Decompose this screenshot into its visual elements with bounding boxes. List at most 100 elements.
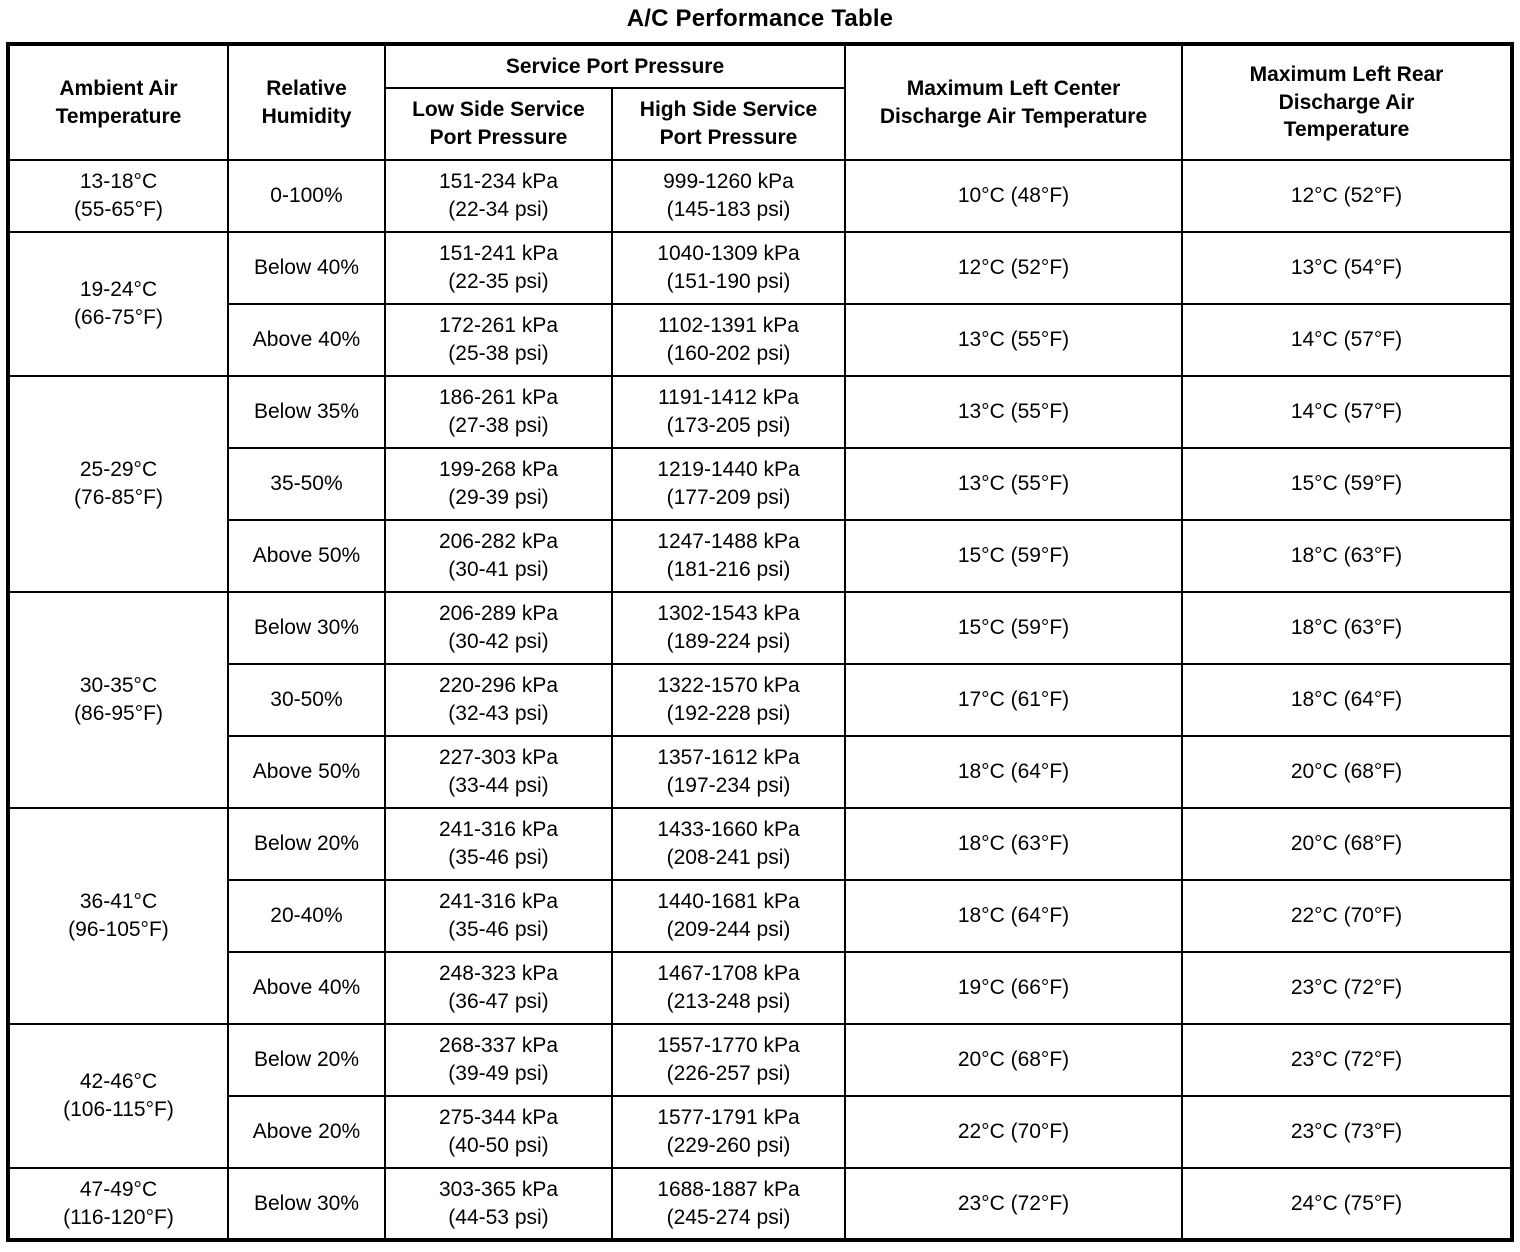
ambient-temperature-cell: 25-29°C (76-85°F) — [6, 375, 229, 593]
header-row-sub: Low Side Service Port Pressure High Side… — [8, 87, 1512, 161]
high-side-pressure-cell: 1191-1412 kPa (173-205 psi) — [610, 375, 847, 449]
header-high-side-service-port-pressure: High Side Service Port Pressure — [610, 87, 847, 161]
max-left-center-temp-cell: 15°C (59°F) — [844, 591, 1183, 665]
high-side-pressure-cell: 1433-1660 kPa (208-241 psi) — [610, 807, 847, 881]
table-row: 36-41°C (96-105°F) Below 20% 241-316 kPa (… — [6, 807, 1513, 1025]
low-side-pressure-cell: 241-316 kPa (35-46 psi) — [383, 807, 613, 881]
table-row: 30-50% 220-296 kPa (32-43 psi) 1322-1570 k… — [8, 663, 1513, 737]
max-left-center-temp-cell: 13°C (55°F) — [844, 375, 1183, 449]
table-row: 42-46°C (106-115°F) Below 20% 268-337 kPa … — [6, 1023, 1513, 1169]
relative-humidity-cell: 0-100% — [226, 159, 386, 233]
relative-humidity-cell: Below 35% — [226, 375, 386, 449]
low-side-pressure-cell: 206-282 kPa (30-41 psi) — [383, 519, 613, 593]
low-side-pressure-cell: 151-241 kPa (22-35 psi) — [383, 231, 613, 305]
table-header: Ambient Air Temperature Relative Humidit… — [6, 43, 1513, 161]
low-side-pressure-cell: 227-303 kPa (33-44 psi) — [383, 735, 613, 809]
max-left-rear-temp-cell: 18°C (63°F) — [1181, 591, 1513, 665]
relative-humidity-cell: Below 20% — [226, 1023, 386, 1097]
low-side-pressure-cell: 241-316 kPa (35-46 psi) — [383, 879, 613, 953]
table-row: 19-24°C (66-75°F) Below 40% 151-241 kPa (2… — [6, 231, 1513, 377]
table-row: Above 50% 206-282 kPa (30-41 psi) 1247-148… — [8, 519, 1513, 593]
relative-humidity-cell: Above 40% — [226, 303, 386, 377]
max-left-rear-temp-cell: 14°C (57°F) — [1181, 375, 1513, 449]
relative-humidity-cell: Above 20% — [226, 1095, 386, 1169]
max-left-center-temp-cell: 13°C (55°F) — [844, 447, 1183, 521]
relative-humidity-cell: 20-40% — [226, 879, 386, 953]
max-left-rear-temp-cell: 13°C (54°F) — [1181, 231, 1513, 305]
relative-humidity-cell: 30-50% — [226, 663, 386, 737]
table-row: Above 40% 248-323 kPa (36-47 psi) 1467-170… — [8, 951, 1513, 1025]
high-side-pressure-cell: 1102-1391 kPa (160-202 psi) — [610, 303, 847, 377]
low-side-pressure-cell: 220-296 kPa (32-43 psi) — [383, 663, 613, 737]
page-title: A/C Performance Table — [626, 5, 894, 32]
low-side-pressure-cell: 303-365 kPa (44-53 psi) — [383, 1167, 613, 1241]
max-left-rear-temp-cell: 24°C (75°F) — [1181, 1167, 1513, 1241]
max-left-center-temp-cell: 23°C (72°F) — [844, 1167, 1183, 1241]
header-max-left-center-discharge: Maximum Left Center Discharge Air Temper… — [844, 43, 1183, 161]
max-left-center-temp-cell: 22°C (70°F) — [844, 1095, 1183, 1169]
max-left-center-temp-cell: 20°C (68°F) — [844, 1023, 1183, 1097]
header-row-top: Ambient Air Temperature Relative Humidit… — [6, 43, 1513, 161]
max-left-center-temp-cell: 10°C (48°F) — [844, 159, 1183, 233]
low-side-pressure-cell: 151-234 kPa (22-34 psi) — [383, 159, 613, 233]
low-side-pressure-cell: 199-268 kPa (29-39 psi) — [383, 447, 613, 521]
max-left-center-temp-cell: 18°C (64°F) — [844, 735, 1183, 809]
table-row: Above 40% 172-261 kPa (25-38 psi) 1102-139… — [8, 303, 1513, 377]
max-left-rear-temp-cell: 15°C (59°F) — [1181, 447, 1513, 521]
low-side-pressure-cell: 172-261 kPa (25-38 psi) — [383, 303, 613, 377]
high-side-pressure-cell: 1219-1440 kPa (177-209 psi) — [610, 447, 847, 521]
relative-humidity-cell: Below 40% — [226, 231, 386, 305]
table-row: 35-50% 199-268 kPa (29-39 psi) 1219-1440 k… — [8, 447, 1513, 521]
ambient-temperature-cell: 47-49°C (116-120°F) — [6, 1167, 229, 1241]
max-left-rear-temp-cell: 18°C (64°F) — [1181, 663, 1513, 737]
low-side-pressure-cell: 186-261 kPa (27-38 psi) — [383, 375, 613, 449]
table-row: 25-29°C (76-85°F) Below 35% 186-261 kPa (2… — [6, 375, 1513, 593]
max-left-rear-temp-cell: 23°C (72°F) — [1181, 951, 1513, 1025]
max-left-center-temp-cell: 12°C (52°F) — [844, 231, 1183, 305]
low-side-pressure-cell: 275-344 kPa (40-50 psi) — [383, 1095, 613, 1169]
high-side-pressure-cell: 1040-1309 kPa (151-190 psi) — [610, 231, 847, 305]
ambient-temperature-cell: 42-46°C (106-115°F) — [6, 1023, 229, 1169]
header-low-side-service-port-pressure: Low Side Service Port Pressure — [383, 87, 613, 161]
max-left-rear-temp-cell: 20°C (68°F) — [1181, 807, 1513, 881]
high-side-pressure-cell: 1467-1708 kPa (213-248 psi) — [610, 951, 847, 1025]
max-left-rear-temp-cell: 22°C (70°F) — [1181, 879, 1513, 953]
relative-humidity-cell: Above 50% — [226, 519, 386, 593]
max-left-rear-temp-cell: 18°C (63°F) — [1181, 519, 1513, 593]
table-row: 13-18°C (55-65°F) 0-100% 151-234 kPa (22-3… — [6, 159, 1513, 233]
relative-humidity-cell: Below 30% — [226, 591, 386, 665]
max-left-rear-temp-cell: 12°C (52°F) — [1181, 159, 1513, 233]
table-row: Above 20% 275-344 kPa (40-50 psi) 1577-179… — [8, 1095, 1513, 1169]
max-left-center-temp-cell: 15°C (59°F) — [844, 519, 1183, 593]
relative-humidity-cell: Above 40% — [226, 951, 386, 1025]
high-side-pressure-cell: 999-1260 kPa (145-183 psi) — [610, 159, 847, 233]
high-side-pressure-cell: 1322-1570 kPa (192-228 psi) — [610, 663, 847, 737]
max-left-center-temp-cell: 18°C (63°F) — [844, 807, 1183, 881]
ambient-temperature-cell: 13-18°C (55-65°F) — [6, 159, 229, 233]
header-ambient-air-temperature: Ambient Air Temperature — [6, 43, 229, 161]
max-left-rear-temp-cell: 23°C (73°F) — [1181, 1095, 1513, 1169]
high-side-pressure-cell: 1440-1681 kPa (209-244 psi) — [610, 879, 847, 953]
ambient-temperature-cell: 36-41°C (96-105°F) — [6, 807, 229, 1025]
max-left-rear-temp-cell: 14°C (57°F) — [1181, 303, 1513, 377]
ac-performance-table: Ambient Air Temperature Relative Humidit… — [5, 42, 1514, 1242]
relative-humidity-cell: 35-50% — [226, 447, 386, 521]
ambient-temperature-cell: 30-35°C (86-95°F) — [6, 591, 229, 809]
ambient-temperature-cell: 19-24°C (66-75°F) — [6, 231, 229, 377]
table-row: 47-49°C (116-120°F) Below 30% 303-365 kPa … — [6, 1167, 1513, 1241]
table-row: 20-40% 241-316 kPa (35-46 psi) 1440-1681 k… — [8, 879, 1513, 953]
max-left-center-temp-cell: 19°C (66°F) — [844, 951, 1183, 1025]
high-side-pressure-cell: 1302-1543 kPa (189-224 psi) — [610, 591, 847, 665]
relative-humidity-cell: Above 50% — [226, 735, 386, 809]
max-left-rear-temp-cell: 20°C (68°F) — [1181, 735, 1513, 809]
low-side-pressure-cell: 268-337 kPa (39-49 psi) — [383, 1023, 613, 1097]
high-side-pressure-cell: 1577-1791 kPa (229-260 psi) — [610, 1095, 847, 1169]
max-left-center-temp-cell: 17°C (61°F) — [844, 663, 1183, 737]
high-side-pressure-cell: 1688-1887 kPa (245-274 psi) — [610, 1167, 847, 1241]
max-left-center-temp-cell: 13°C (55°F) — [844, 303, 1183, 377]
header-max-left-rear-discharge: Maximum Left Rear Discharge Air Temperat… — [1181, 43, 1513, 161]
header-relative-humidity: Relative Humidity — [226, 43, 386, 161]
high-side-pressure-cell: 1357-1612 kPa (197-234 psi) — [610, 735, 847, 809]
low-side-pressure-cell: 248-323 kPa (36-47 psi) — [383, 951, 613, 1025]
